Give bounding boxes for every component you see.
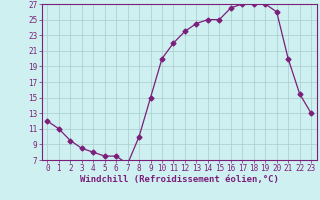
X-axis label: Windchill (Refroidissement éolien,°C): Windchill (Refroidissement éolien,°C)	[80, 175, 279, 184]
